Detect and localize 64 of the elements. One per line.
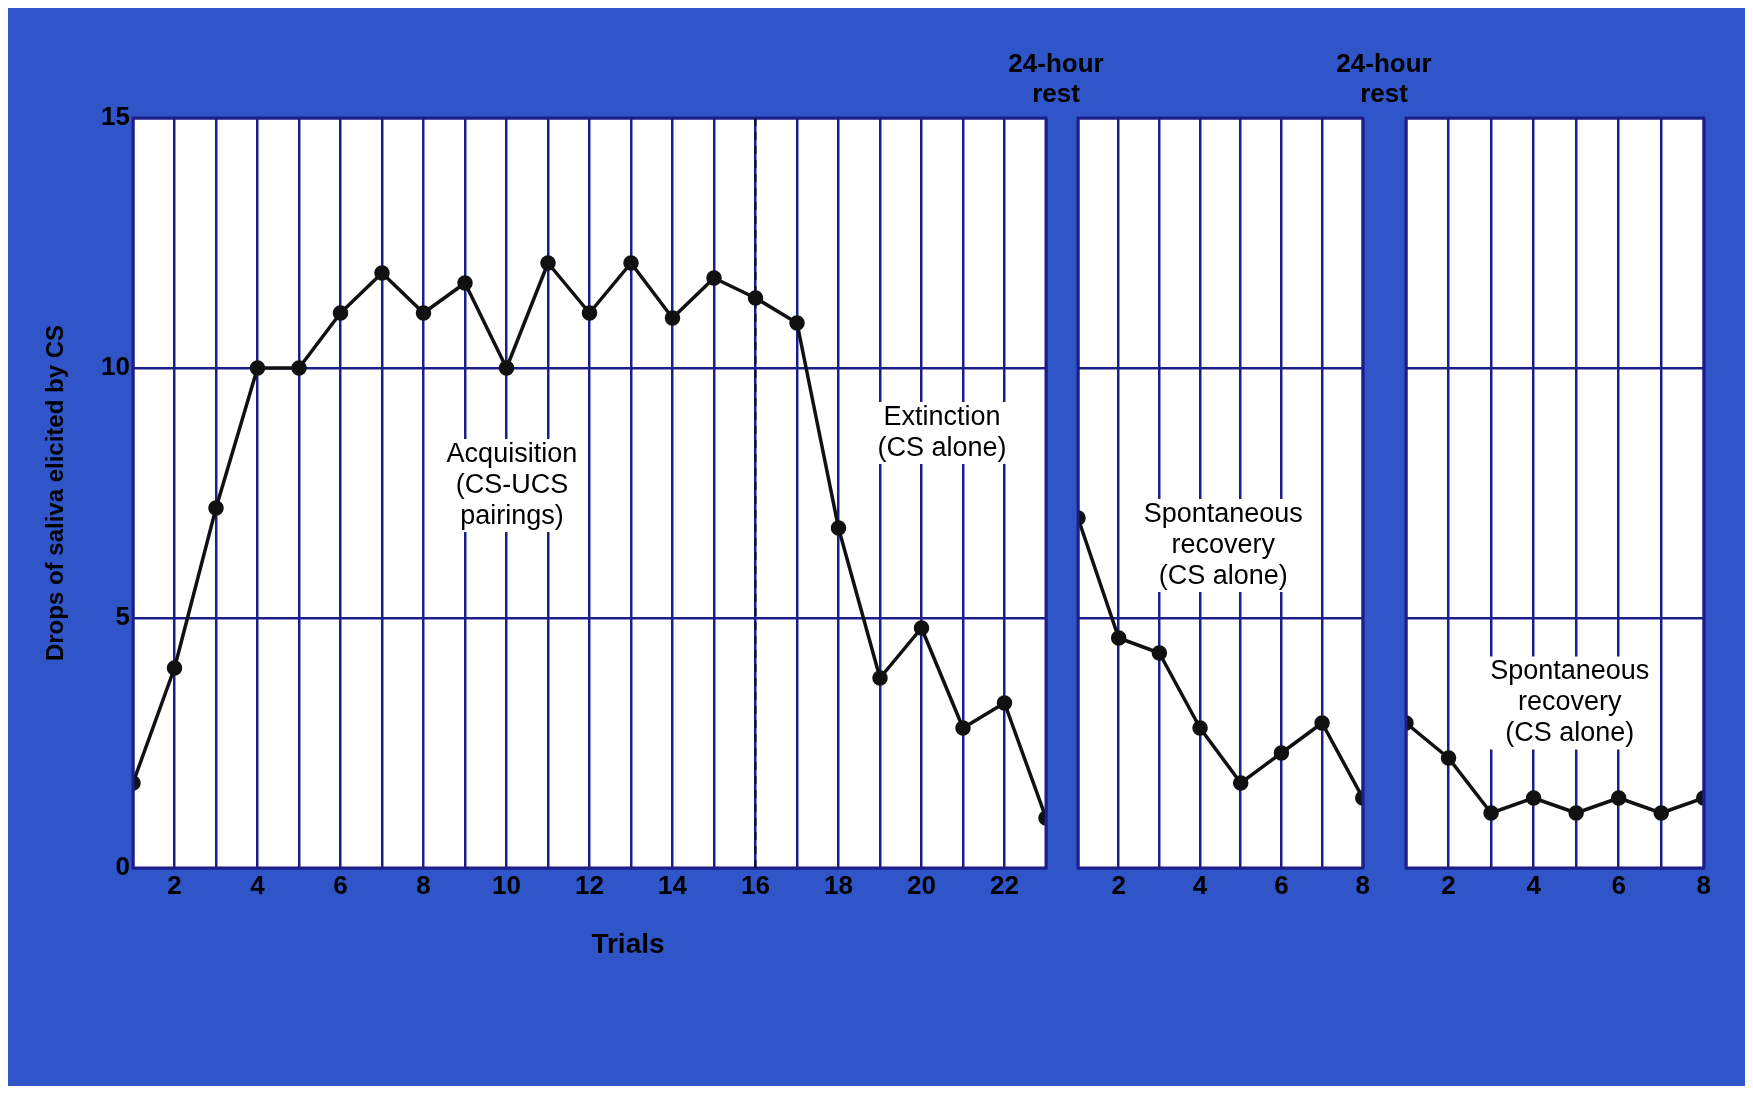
point	[1568, 805, 1584, 821]
point	[332, 305, 349, 321]
x-tick-label: 8	[416, 869, 431, 900]
x-tick-label: 2	[1441, 869, 1456, 900]
y-tick-label: 5	[115, 601, 130, 632]
point	[789, 315, 805, 331]
text: 24-hour rest	[1335, 48, 1433, 108]
x-tick-label: 2	[1111, 869, 1126, 900]
point	[1151, 645, 1168, 661]
point	[1232, 775, 1249, 791]
x-tick-label: 20	[907, 869, 936, 900]
point	[955, 720, 971, 736]
x-tick-label: 4	[1526, 869, 1542, 900]
x-axis-title: Trials	[590, 928, 666, 960]
y-tick-label: 15	[101, 101, 130, 132]
x-tick-label: 2	[167, 869, 182, 900]
point	[166, 660, 183, 676]
point	[457, 275, 473, 291]
point	[623, 255, 639, 271]
point	[1192, 720, 1208, 736]
point	[996, 695, 1013, 711]
x-tick-label: 12	[575, 869, 604, 900]
y-tick-label: 10	[101, 351, 130, 382]
point	[830, 520, 847, 536]
point	[664, 310, 681, 326]
x-tick-label: 14	[658, 869, 688, 900]
x-tick-label: 8	[1696, 869, 1711, 900]
annotation: Acquisition (CS-UCS pairings)	[446, 437, 578, 530]
x-tick-label: 6	[1274, 869, 1289, 900]
point	[1110, 630, 1127, 646]
x-tick-label: 4	[1192, 869, 1208, 900]
point	[498, 360, 515, 376]
point	[291, 360, 307, 376]
point	[208, 500, 224, 516]
point	[1314, 715, 1330, 731]
point	[249, 360, 266, 376]
x-tick-label: 10	[492, 869, 521, 900]
x-tick-label: 16	[741, 869, 770, 900]
point	[747, 290, 764, 306]
x-tick-label: 6	[1611, 869, 1626, 900]
point	[374, 265, 390, 281]
y-axis-title: Drops of saliva elicited by CS	[41, 324, 69, 662]
point	[1440, 750, 1457, 766]
point	[1610, 790, 1627, 806]
point	[1273, 745, 1290, 761]
y-tick-label: 0	[115, 851, 130, 882]
point	[1483, 805, 1499, 821]
x-tick-label: 18	[824, 869, 853, 900]
point	[1525, 790, 1542, 806]
point	[872, 670, 888, 686]
point	[706, 270, 722, 286]
point	[1653, 805, 1669, 821]
point	[540, 255, 556, 271]
point	[913, 620, 930, 636]
annotation: Spontaneous recovery (CS alone)	[1490, 655, 1650, 748]
point	[581, 305, 598, 321]
annotation: Extinction (CS alone)	[877, 400, 1007, 462]
annotation: Spontaneous recovery (CS alone)	[1143, 497, 1303, 590]
x-tick-label: 22	[990, 869, 1019, 900]
point	[415, 305, 432, 321]
text: 24-hour rest	[1007, 48, 1105, 108]
x-tick-label: 6	[333, 869, 348, 900]
x-tick-label: 4	[250, 869, 266, 900]
x-tick-label: 8	[1355, 869, 1370, 900]
